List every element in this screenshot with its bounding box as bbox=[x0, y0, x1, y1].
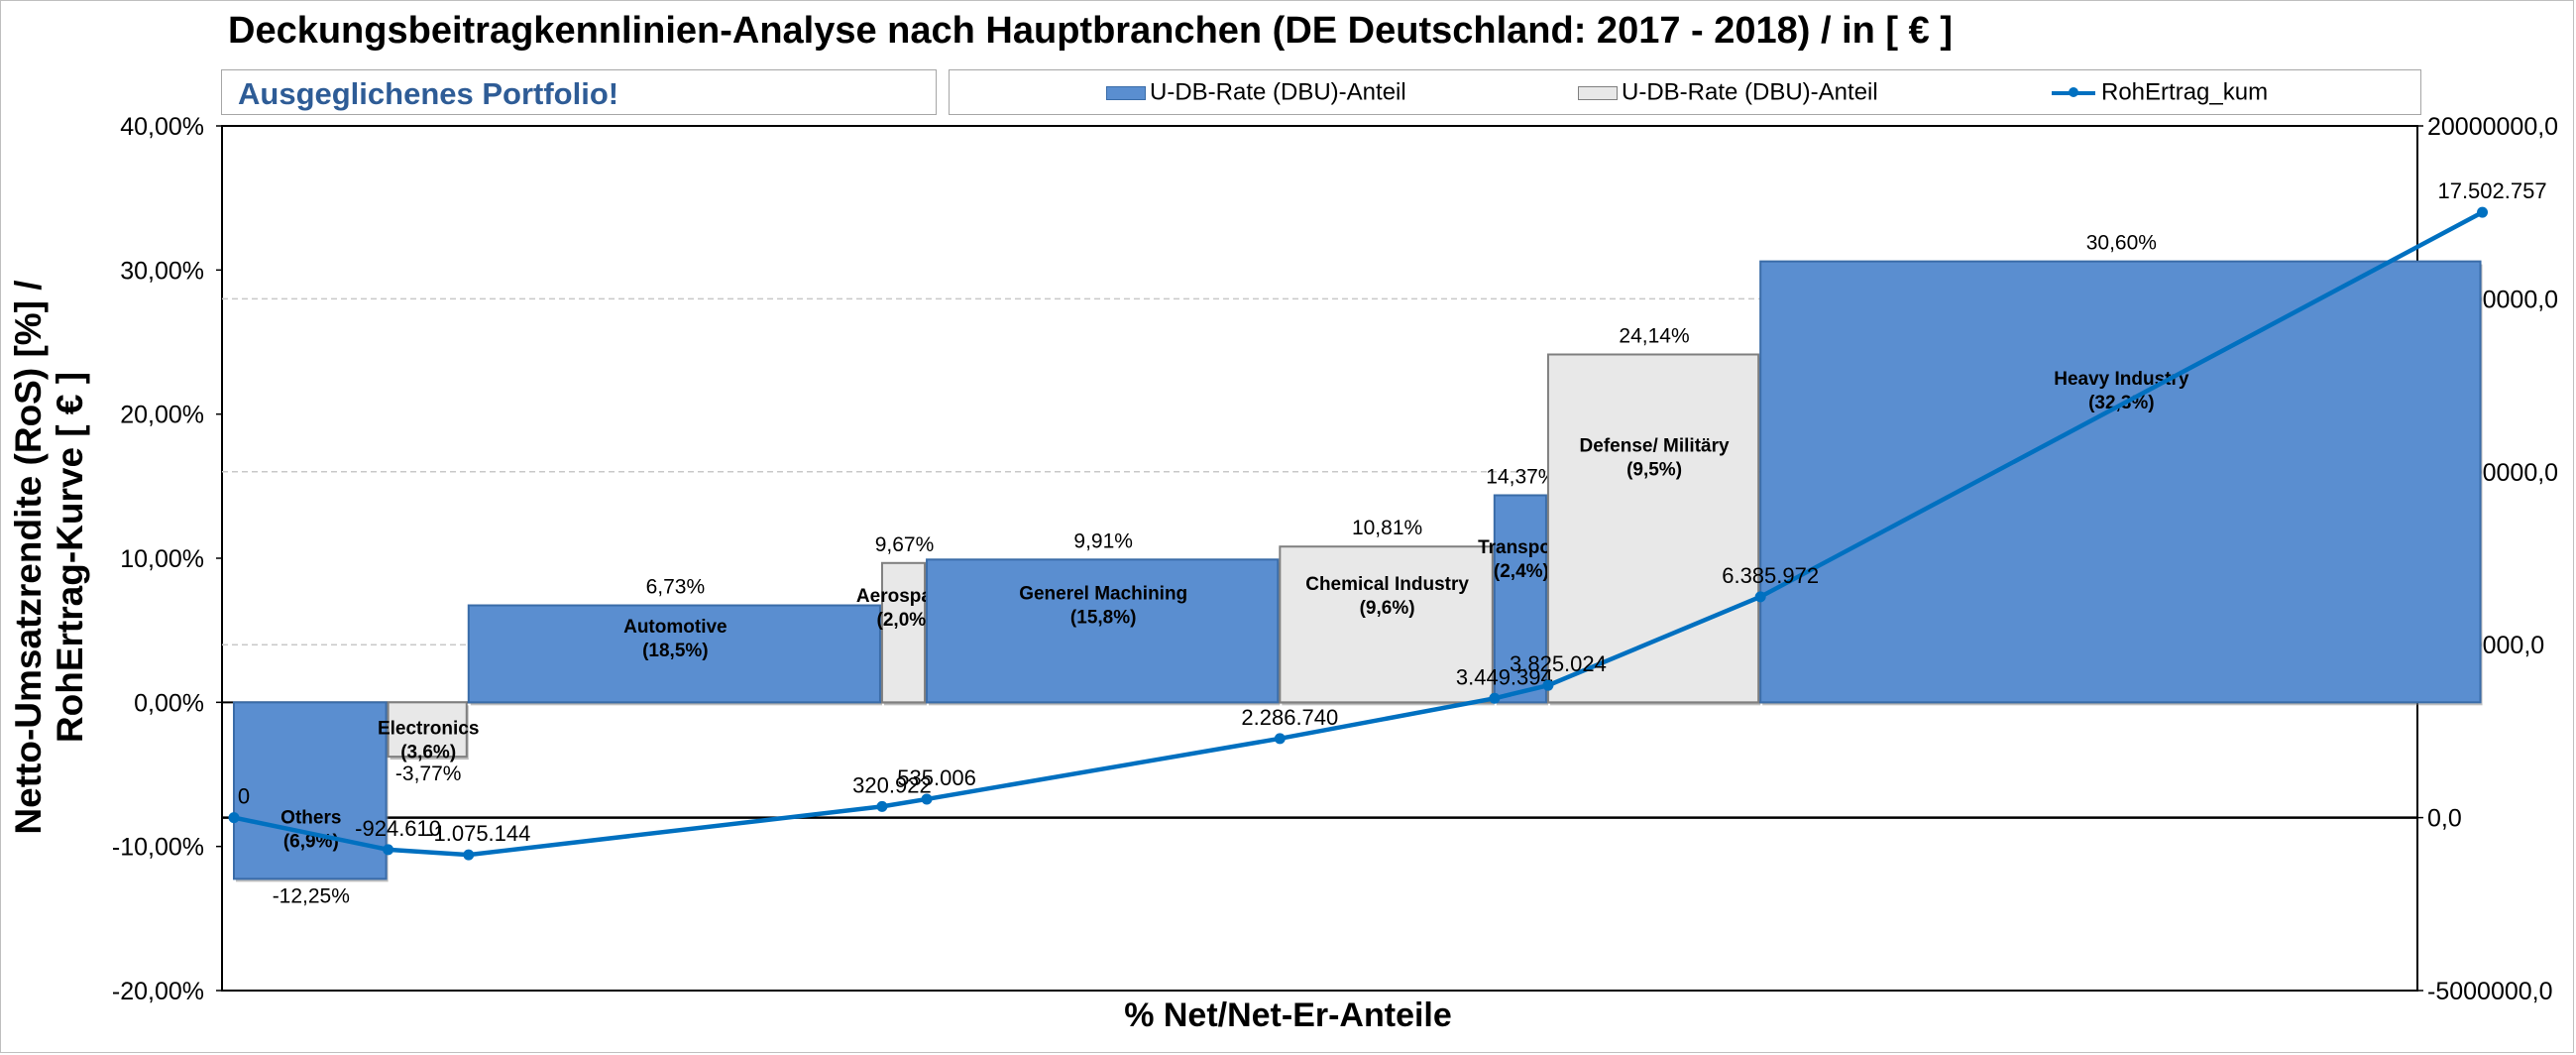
bar-transport bbox=[1493, 494, 1547, 704]
bar-chemical-industry bbox=[1279, 545, 1494, 704]
x-axis-title: % Net/Net-Er-Anteile bbox=[1124, 996, 1452, 1034]
legend-swatch-gray bbox=[1578, 85, 1618, 100]
chart-title: Deckungsbeitragkennlinien-Analyse nach H… bbox=[228, 10, 1953, 52]
bar-category-label: Others bbox=[280, 807, 341, 828]
legend-label: U-DB-Rate (DBU)-Anteil bbox=[1622, 78, 1878, 106]
bar-generel-machining bbox=[926, 558, 1280, 704]
bar-share-label: (18,5%) bbox=[642, 641, 709, 661]
bar-others bbox=[233, 701, 388, 880]
series-line-rohertrag-kum bbox=[233, 210, 2484, 858]
series-point-label: 2.286.740 bbox=[1241, 705, 1338, 730]
bar-share-label: (9,6%) bbox=[1360, 598, 1415, 619]
series-point-label: 17.502.757 bbox=[2437, 178, 2546, 203]
bar-heavy-industry bbox=[1759, 260, 2482, 704]
bar-category-label: Defense/ Militäry bbox=[1580, 436, 1730, 457]
legend-label: RohErtrag_kum bbox=[2101, 78, 2269, 106]
series-point bbox=[921, 793, 933, 805]
series-point bbox=[383, 844, 394, 856]
y2-tick-label: -5000000,0 bbox=[2427, 978, 2553, 1005]
bar-share-label: (3,6%) bbox=[400, 742, 456, 762]
legend-label: U-DB-Rate (DBU)-Anteil bbox=[1150, 78, 1406, 106]
series-point-label: -924.610 bbox=[355, 816, 441, 841]
y-tick-label: 20,00% bbox=[120, 402, 204, 429]
legend-swatch-line bbox=[2052, 86, 2095, 97]
bar-aerospace bbox=[880, 561, 927, 704]
y-tick-label: -20,00% bbox=[112, 978, 204, 1005]
legend-item-gray-bar: U-DB-Rate (DBU)-Anteil bbox=[1578, 78, 1878, 108]
series-point-label: 6.385.972 bbox=[1722, 563, 1819, 588]
series-point bbox=[876, 800, 888, 812]
bar-defense-milit-ry bbox=[1546, 353, 1760, 704]
bar-category-label: Automotive bbox=[623, 617, 728, 638]
bar-automotive bbox=[467, 604, 881, 704]
series-point bbox=[1754, 591, 1766, 603]
series-point-label: 535.006 bbox=[897, 765, 976, 790]
legend: U-DB-Rate (DBU)-Anteil U-DB-Rate (DBU)-A… bbox=[949, 69, 2421, 115]
bar-share-label: (9,5%) bbox=[1626, 460, 1682, 481]
bar-value-label: 6,73% bbox=[646, 576, 706, 599]
bar-share-label: (2,4%) bbox=[1494, 561, 1549, 582]
y-tick-label: 30,00% bbox=[120, 257, 204, 285]
y2-tick-label: 20000000,0 bbox=[2427, 113, 2558, 141]
bar-category-label: Generel Machining bbox=[1019, 584, 1187, 605]
series-point-label: 320.922 bbox=[852, 772, 932, 797]
legend-item-line: RohErtrag_kum bbox=[2052, 78, 2268, 108]
y-tick-label: -10,00% bbox=[112, 834, 204, 862]
bar-value-label: -3,77% bbox=[395, 762, 462, 785]
legend-swatch-blue bbox=[1106, 85, 1146, 100]
series-point-label: 0 bbox=[238, 784, 250, 809]
series-point-label: 3.449.394 bbox=[1456, 664, 1553, 689]
series-point-label: 3.825.024 bbox=[1510, 651, 1607, 676]
bar-value-label: 10,81% bbox=[1352, 517, 1422, 539]
series-point bbox=[1489, 692, 1501, 704]
bar-value-label: 9,91% bbox=[1073, 529, 1133, 552]
bar-value-label: -12,25% bbox=[273, 884, 350, 907]
bar-electronics bbox=[387, 701, 468, 759]
bar-value-label: 30,60% bbox=[2086, 232, 2157, 255]
series-point bbox=[1542, 679, 1554, 691]
bar-category-label: Electronics bbox=[378, 718, 479, 739]
y-tick-label: 40,00% bbox=[120, 113, 204, 141]
series-point bbox=[463, 849, 475, 861]
bar-category-label: Chemical Industry bbox=[1305, 574, 1469, 595]
bar-value-label: 14,37% bbox=[1486, 465, 1556, 488]
y-tick-label: 0,00% bbox=[134, 689, 204, 717]
series-point-label: -1.075.144 bbox=[426, 821, 530, 846]
bar-share-label: (15,8%) bbox=[1070, 608, 1137, 629]
y2-tick-label: 0,0 bbox=[2427, 805, 2462, 833]
bar-share-label: (2,0%) bbox=[877, 610, 933, 631]
series-point bbox=[228, 812, 240, 824]
legend-item-blue-bar: U-DB-Rate (DBU)-Anteil bbox=[1106, 78, 1406, 108]
bar-value-label: 9,67% bbox=[875, 533, 935, 556]
y-tick-label: 10,00% bbox=[120, 545, 204, 573]
subtitle-text: Ausgeglichenes Portfolio! bbox=[238, 76, 619, 111]
subtitle-box: Ausgeglichenes Portfolio! bbox=[221, 69, 937, 115]
bar-category-label: Transport bbox=[1478, 537, 1565, 558]
series-point bbox=[1274, 733, 1286, 745]
bar-value-label: 24,14% bbox=[1619, 324, 1689, 347]
series-point bbox=[2477, 206, 2489, 218]
